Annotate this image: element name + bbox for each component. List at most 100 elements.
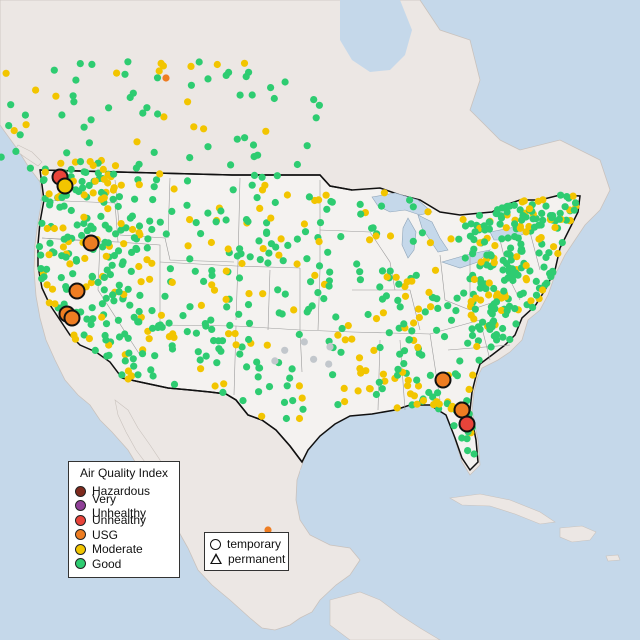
station-marker[interactable] bbox=[451, 370, 460, 378]
station-marker[interactable] bbox=[458, 434, 466, 442]
station-marker[interactable] bbox=[498, 235, 506, 243]
station-marker[interactable] bbox=[425, 288, 433, 296]
station-marker[interactable] bbox=[477, 258, 485, 266]
station-marker[interactable] bbox=[204, 143, 212, 151]
station-marker[interactable] bbox=[115, 288, 123, 296]
station-marker[interactable] bbox=[366, 236, 374, 244]
station-marker[interactable] bbox=[259, 290, 267, 298]
station-marker[interactable] bbox=[87, 279, 95, 287]
station-marker[interactable] bbox=[16, 131, 24, 139]
station-marker[interactable] bbox=[213, 359, 221, 367]
station-marker[interactable] bbox=[502, 224, 510, 232]
station-marker[interactable] bbox=[156, 170, 164, 178]
station-marker[interactable] bbox=[204, 75, 212, 83]
station-marker[interactable] bbox=[183, 177, 192, 185]
station-marker[interactable] bbox=[271, 198, 279, 207]
station-marker[interactable] bbox=[156, 218, 164, 226]
station-marker[interactable] bbox=[486, 218, 494, 226]
station-marker[interactable] bbox=[200, 277, 208, 285]
station-marker[interactable] bbox=[415, 313, 423, 322]
station-marker[interactable] bbox=[253, 358, 261, 366]
station-marker[interactable] bbox=[263, 219, 271, 227]
station-marker[interactable] bbox=[202, 352, 210, 360]
station-marker[interactable] bbox=[249, 141, 258, 149]
station-marker[interactable] bbox=[267, 214, 275, 222]
station-marker[interactable] bbox=[192, 219, 200, 227]
station-marker[interactable] bbox=[475, 211, 484, 220]
station-marker[interactable] bbox=[400, 320, 408, 328]
station-marker[interactable] bbox=[103, 352, 111, 360]
station-marker[interactable] bbox=[337, 233, 345, 241]
station-marker[interactable] bbox=[323, 205, 331, 213]
station-marker[interactable] bbox=[88, 304, 96, 312]
station-marker[interactable] bbox=[263, 341, 271, 349]
station-marker[interactable] bbox=[88, 60, 96, 68]
station-marker[interactable] bbox=[279, 257, 287, 265]
station-marker[interactable] bbox=[80, 213, 88, 221]
station-marker[interactable] bbox=[135, 307, 143, 316]
station-marker[interactable] bbox=[106, 271, 114, 279]
station-marker[interactable] bbox=[496, 220, 504, 228]
station-marker[interactable] bbox=[110, 184, 118, 192]
station-marker[interactable] bbox=[480, 238, 489, 246]
station-marker[interactable] bbox=[522, 274, 530, 283]
station-marker[interactable] bbox=[134, 371, 142, 379]
station-marker[interactable] bbox=[503, 250, 511, 258]
station-marker[interactable] bbox=[94, 169, 102, 177]
station-marker[interactable] bbox=[110, 297, 118, 305]
station-marker[interactable] bbox=[315, 196, 323, 204]
station-marker[interactable] bbox=[476, 325, 484, 333]
station-marker[interactable] bbox=[348, 335, 356, 343]
station-marker[interactable] bbox=[507, 244, 515, 252]
station-marker[interactable] bbox=[546, 269, 554, 278]
station-marker[interactable] bbox=[10, 127, 18, 135]
station-marker[interactable] bbox=[283, 382, 291, 390]
station-marker[interactable] bbox=[284, 241, 292, 249]
station-marker[interactable] bbox=[213, 60, 221, 69]
station-marker[interactable] bbox=[289, 397, 297, 405]
station-marker[interactable] bbox=[222, 71, 230, 79]
station-marker[interactable] bbox=[217, 207, 225, 215]
station-marker[interactable] bbox=[418, 351, 426, 359]
station-marker[interactable] bbox=[109, 195, 117, 203]
station-marker[interactable] bbox=[354, 387, 362, 395]
station-marker[interactable] bbox=[72, 257, 81, 265]
station-marker[interactable] bbox=[86, 158, 94, 166]
station-marker[interactable] bbox=[370, 346, 378, 354]
station-marker[interactable] bbox=[190, 123, 198, 131]
station-marker[interactable] bbox=[265, 249, 273, 257]
station-marker[interactable] bbox=[69, 270, 77, 278]
station-marker[interactable] bbox=[170, 380, 179, 388]
station-marker[interactable] bbox=[133, 138, 141, 146]
station-marker[interactable] bbox=[238, 343, 246, 351]
station-marker[interactable] bbox=[539, 216, 547, 224]
station-marker[interactable] bbox=[378, 267, 387, 275]
station-marker[interactable] bbox=[548, 214, 556, 222]
station-marker[interactable] bbox=[344, 322, 352, 330]
station-marker[interactable] bbox=[210, 286, 219, 294]
station-marker[interactable] bbox=[487, 343, 495, 351]
station-marker[interactable] bbox=[147, 366, 155, 374]
station-marker[interactable] bbox=[242, 73, 250, 81]
station-marker[interactable] bbox=[97, 212, 105, 220]
station-marker[interactable] bbox=[315, 101, 323, 109]
station-marker[interactable] bbox=[187, 62, 195, 70]
station-marker[interactable] bbox=[470, 315, 478, 323]
station-marker[interactable] bbox=[150, 148, 158, 156]
station-marker[interactable] bbox=[479, 318, 487, 326]
station-marker[interactable] bbox=[262, 127, 270, 135]
station-marker[interactable] bbox=[126, 214, 134, 222]
station-marker[interactable] bbox=[233, 252, 241, 260]
station-marker[interactable] bbox=[99, 165, 107, 173]
station-marker[interactable] bbox=[114, 202, 122, 211]
station-marker[interactable] bbox=[232, 341, 240, 349]
station-marker[interactable] bbox=[325, 360, 333, 368]
station-marker[interactable] bbox=[427, 303, 435, 311]
station-marker[interactable] bbox=[150, 183, 158, 191]
station-marker[interactable] bbox=[501, 293, 509, 301]
station-marker[interactable] bbox=[118, 371, 126, 379]
station-marker[interactable] bbox=[383, 273, 391, 281]
station-marker[interactable] bbox=[7, 101, 15, 109]
station-marker[interactable] bbox=[450, 422, 458, 430]
station-marker[interactable] bbox=[165, 319, 173, 327]
